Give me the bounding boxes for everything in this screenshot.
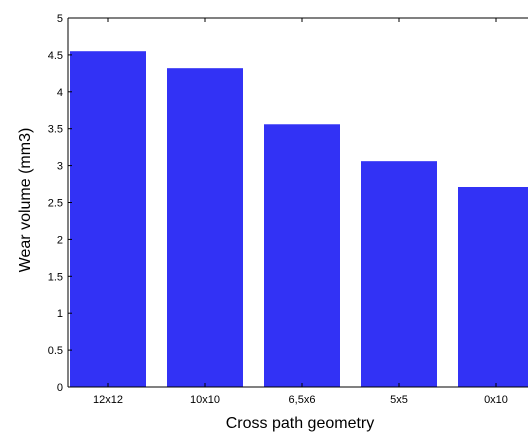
bars-layer	[70, 51, 528, 388]
y-tick-label: 1	[57, 308, 63, 320]
bar-0x10	[458, 187, 528, 387]
x-tick-label: 12x12	[93, 394, 123, 406]
y-tick-label: 5	[57, 13, 63, 25]
x-tick-label: 5x5	[390, 394, 408, 406]
y-tick-label: 1.5	[48, 271, 63, 283]
x-tick-label: 6,5x6	[289, 394, 316, 406]
y-tick-label: 4.5	[48, 50, 63, 62]
y-axis-title: Wear volume (mm3)	[17, 128, 34, 273]
x-tick-label: 10x10	[190, 394, 220, 406]
x-axis-title: Cross path geometry	[226, 415, 375, 432]
bar-10x10	[167, 68, 243, 388]
ticks-layer: 12x12 10x10 6,5x6 5x5 0x10 0 0.5 1 1.5 2 2.5 3 3.5 4 4…	[48, 13, 508, 406]
bar-5x5	[361, 161, 437, 387]
y-tick-label: 3.5	[48, 124, 63, 136]
y-tick-label: 3	[57, 161, 63, 173]
bar-6,5x6	[264, 124, 340, 387]
y-tick-label: 4	[57, 87, 63, 99]
x-tick-label: 0x10	[484, 394, 508, 406]
y-tick-label: 2	[57, 234, 63, 246]
y-tick-label: 2.5	[48, 198, 63, 210]
y-tick-label: 0	[57, 382, 63, 394]
y-tick-label: 0.5	[48, 345, 63, 357]
bar-12x12	[70, 51, 146, 388]
